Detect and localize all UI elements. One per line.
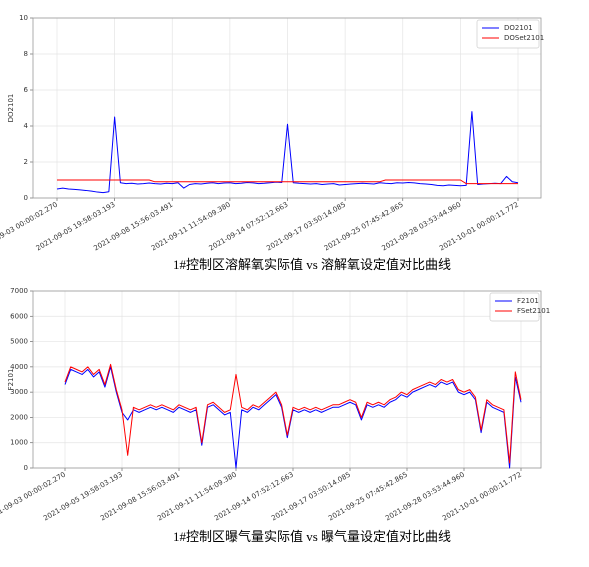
y-tick-label: 1000 <box>10 439 28 447</box>
legend-box <box>476 19 540 49</box>
y-tick-label: 5000 <box>10 338 28 346</box>
data-line <box>64 363 522 464</box>
y-tick-label: 6000 <box>10 312 28 320</box>
y-tick-label: 2 <box>24 158 28 166</box>
y-axis-label: F2101 <box>7 369 15 391</box>
chart: 010002000300040005000600070002021-09-03 … <box>0 287 550 544</box>
y-tick-label: 4000 <box>10 363 28 371</box>
legend-label: DO2101 <box>504 24 533 32</box>
y-tick-label: 4 <box>24 122 29 130</box>
plot-frame <box>32 290 542 469</box>
y-tick-label: 0 <box>24 194 28 202</box>
legend-label: F2101 <box>517 297 539 305</box>
legend-label: DOSet2101 <box>504 34 544 42</box>
chart-title: 1#控制区曝气量实际值 vs 曝气量设定值对比曲线 <box>173 529 451 544</box>
data-line <box>64 366 522 469</box>
legend-label: FSet2101 <box>517 307 550 315</box>
y-tick-label: 7000 <box>10 287 28 295</box>
plot-frame <box>32 17 542 199</box>
y-tick-label: 6 <box>24 86 29 94</box>
y-tick-label: 0 <box>24 464 28 472</box>
y-tick-label: 2000 <box>10 413 28 421</box>
chart-title: 1#控制区溶解氧实际值 vs 溶解氧设定值对比曲线 <box>173 257 451 272</box>
y-axis-label: DO2101 <box>7 94 15 123</box>
data-line <box>57 179 518 185</box>
legend-box <box>489 292 540 322</box>
y-tick-label: 8 <box>24 50 28 58</box>
y-tick-label: 3000 <box>10 388 28 396</box>
y-tick-label: 10 <box>19 14 28 22</box>
data-line <box>56 111 519 194</box>
